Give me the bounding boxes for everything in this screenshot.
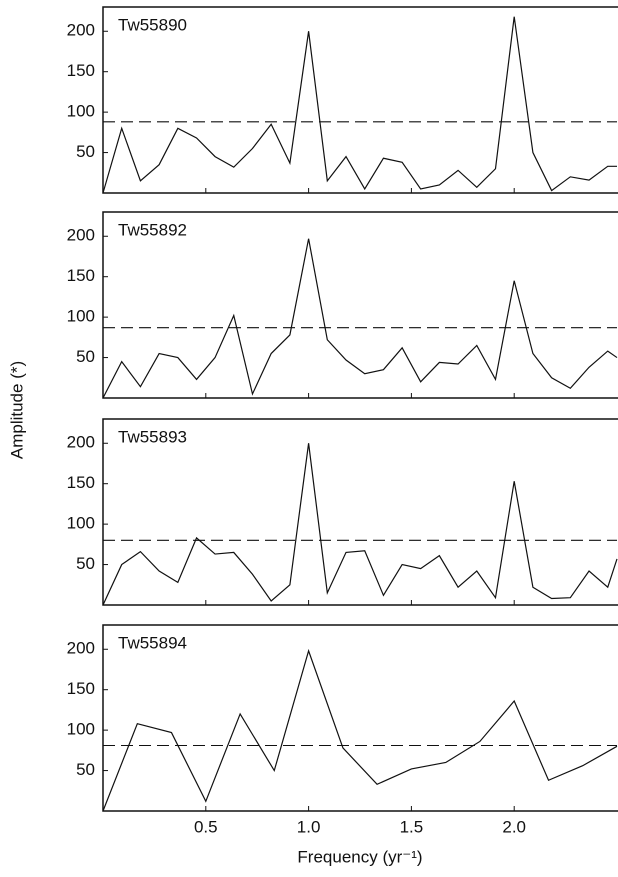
x-axis-label: Frequency (yr⁻¹) [297, 847, 422, 866]
y-tick-label: 100 [67, 514, 95, 533]
y-tick-label: 200 [67, 21, 95, 40]
y-tick-label: 150 [67, 266, 95, 285]
y-tick-label: 50 [76, 554, 95, 573]
panel-frame [102, 418, 618, 606]
y-tick-label: 150 [67, 679, 95, 698]
line [102, 648, 618, 812]
panel-title: Tw55890 [118, 15, 187, 34]
y-tick-label: 100 [67, 720, 95, 739]
panel-frame [102, 211, 618, 399]
panel-frame [102, 624, 618, 812]
line [102, 16, 617, 194]
x-tick-label: 1.0 [297, 817, 321, 836]
y-tick-label: 200 [67, 433, 95, 452]
y-tick-label: 100 [67, 307, 95, 326]
y-tick-label: 50 [76, 760, 95, 779]
y-tick-label: 50 [76, 142, 95, 161]
y-tick-label: 150 [67, 473, 95, 492]
y-axis-label: Amplitude (*) [7, 361, 26, 459]
y-tick-label: 150 [67, 61, 95, 80]
x-tick-label: 2.0 [502, 817, 526, 836]
panel-title: Tw55893 [118, 427, 187, 446]
y-tick-label: 200 [67, 639, 95, 658]
y-tick-label: 100 [67, 102, 95, 121]
x-tick-label: 1.5 [400, 817, 424, 836]
y-tick-label: 200 [67, 226, 95, 245]
panel-title: Tw55892 [118, 220, 187, 239]
panel-title: Tw55894 [118, 633, 187, 652]
y-tick-label: 50 [76, 347, 95, 366]
x-tick-label: 0.5 [194, 817, 218, 836]
line [102, 238, 618, 399]
panel-frame [102, 6, 618, 194]
line [102, 443, 618, 606]
